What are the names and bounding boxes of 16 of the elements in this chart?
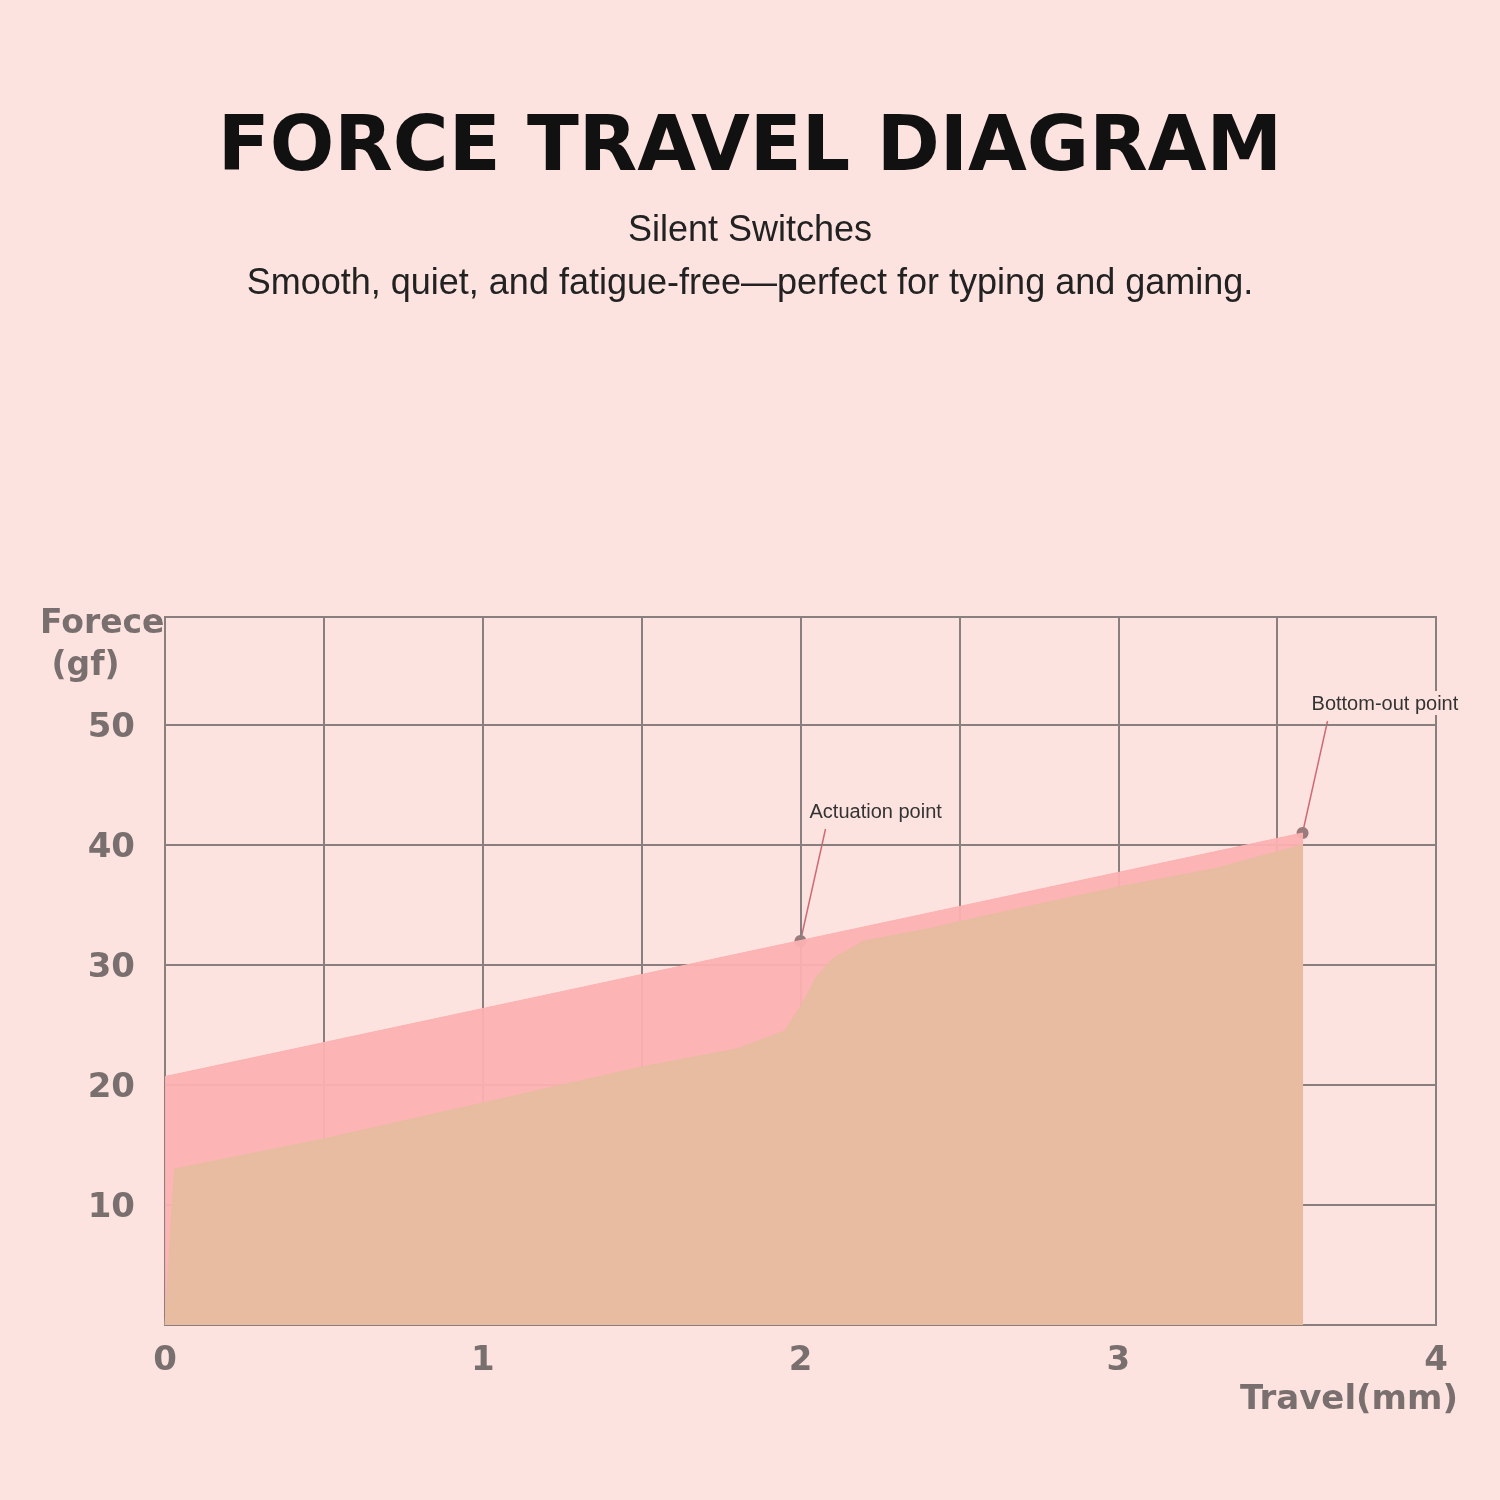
y-tick-label: 10 xyxy=(87,1185,135,1225)
annotation: Actuation point xyxy=(809,800,943,822)
x-tick-label: 0 xyxy=(153,1338,177,1378)
y-tick-label: 20 xyxy=(87,1065,135,1105)
x-tick-label: 3 xyxy=(1106,1338,1131,1378)
chart-subtitle: Silent Switches Smooth, quiet, and fatigue-free—perfect for typing and gaming. xyxy=(246,207,1254,302)
chart-title: FORCE TRAVEL DIAGRAM xyxy=(217,98,1283,188)
y-tick-label: 30 xyxy=(87,945,135,985)
x-tick-label: 1 xyxy=(470,1338,495,1378)
x-tick-label: 4 xyxy=(1424,1338,1448,1378)
y-tick-label: 40 xyxy=(87,825,135,865)
y-tick-label: 50 xyxy=(87,705,135,745)
y-axis-title: Forece (gf) xyxy=(40,601,165,683)
annotation: Bottom-out point xyxy=(1311,692,1459,714)
x-axis-title: Travel(mm) xyxy=(1240,1377,1459,1417)
x-tick-label: 2 xyxy=(788,1338,813,1378)
